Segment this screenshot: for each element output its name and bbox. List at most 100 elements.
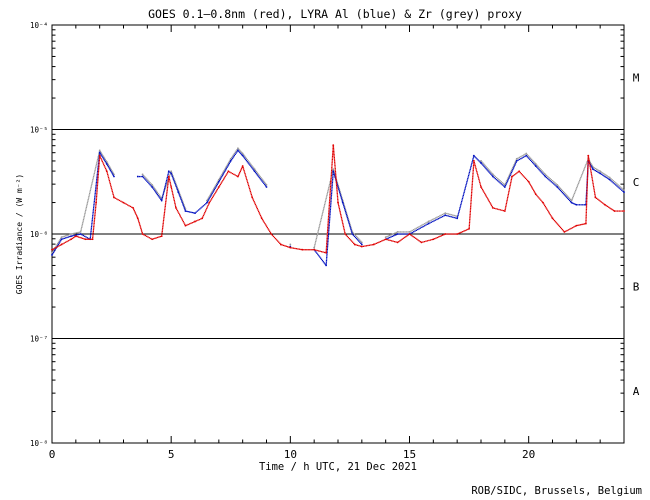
trace-dot [216,185,218,187]
trace-dot [250,193,252,196]
trace-dot [471,162,473,164]
trace-dot [88,192,91,195]
flare-class-c: C [633,176,640,189]
trace-dot [324,200,327,203]
trace-dot [247,162,249,164]
data-point [194,212,196,215]
trace-dot [539,198,541,200]
data-point [551,217,554,220]
trace-dot [471,191,473,194]
trace-dot [62,236,64,238]
trace-dot [545,176,548,179]
trace-dot [318,255,320,257]
trace-dot [93,203,95,206]
trace-dot [322,251,324,253]
trace-dot [180,216,182,219]
trace-dot [87,199,89,201]
trace-dot [337,203,340,205]
trace-dot [84,211,86,213]
trace-dot [549,178,551,180]
trace-dot [360,240,362,242]
trace-dot [58,240,60,242]
trace-dot [418,226,420,228]
trace-dot [181,200,183,202]
trace-dot [466,179,469,181]
trace-dot [389,236,391,239]
trace-dot [253,169,255,171]
flare-class-a: A [633,385,640,398]
data-point [60,243,63,246]
trace-dot [473,163,475,165]
trace-dot [343,205,345,207]
trace-dot [190,211,192,213]
trace-dot [210,199,212,201]
trace-dot [573,203,575,205]
trace-dot [522,175,525,177]
trace-dot [481,163,483,165]
trace-dot [222,179,224,182]
trace-dot [184,208,186,211]
trace-dot [422,223,424,226]
trace-dot [378,241,380,243]
trace-dot [329,185,332,188]
trace-dot [527,155,530,157]
trace-dot [533,189,535,192]
trace-dot [594,170,597,172]
trace-dot [472,164,475,167]
trace-dot [227,165,229,167]
trace-dot [477,175,479,177]
trace-dot [486,196,488,199]
trace-dot [94,169,96,172]
data-point [194,220,196,223]
trace-dot [412,231,415,233]
trace-dot [327,222,329,224]
flare-class-lines [52,129,624,339]
trace-dot [395,231,397,234]
trace-dot [342,224,344,226]
trace-dot [97,170,100,172]
trace-dot [545,207,547,209]
trace-dot [327,242,329,244]
trace-dot [166,193,168,195]
data-point [556,186,559,188]
trace-dot [165,184,168,186]
trace-dot [315,237,318,240]
trace-dot [171,189,173,191]
trace-dot [417,226,419,229]
trace-dot [229,161,231,163]
trace-dot [101,160,103,163]
trace-dot [329,210,331,212]
trace-dot [554,182,556,184]
trace-dot [536,194,538,197]
trace-dot [97,180,99,182]
trace-dot [510,178,513,181]
trace-dot [178,194,181,196]
trace-dot [135,213,137,216]
data-point [525,154,528,157]
trace-dot [110,186,112,188]
trace-dot [331,188,333,190]
trace-dot [210,194,213,196]
trace-dot [166,190,168,192]
trace-dot [619,186,622,188]
data-point [141,175,144,178]
trace-dot [336,191,338,193]
trace-dot [336,194,339,196]
data-point [384,238,387,241]
trace-dot [327,191,329,193]
trace-dot [332,154,334,156]
trace-dot [216,181,219,183]
trace-dot [330,204,332,206]
trace-dot [256,206,258,208]
trace-dot [193,221,195,223]
trace-dot [463,230,465,232]
trace-dot [359,239,361,241]
trace-dot [97,169,99,171]
trace-dot [405,233,408,235]
trace-dot [96,162,98,164]
trace-dot [254,171,257,174]
trace-dot [336,188,338,190]
trace-dot [590,165,592,167]
trace-dot [335,174,337,176]
trace-dot [84,235,86,237]
